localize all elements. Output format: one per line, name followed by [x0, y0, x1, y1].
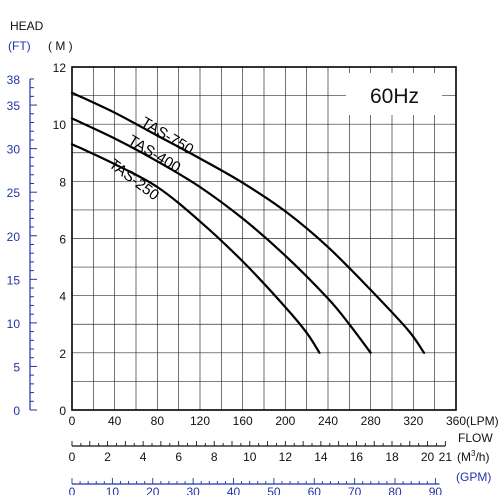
y-tick-label: 8: [59, 175, 66, 189]
curve-tas-750: [70, 91, 426, 354]
m3h-tick-label: 0: [69, 450, 76, 464]
x-tick-label: 0: [69, 414, 76, 428]
curve-tas-400: [70, 117, 372, 354]
ft-axis: 0 5 10 15 20 25 30 35 38: [7, 73, 37, 418]
ft-tick-label: 38: [7, 73, 21, 87]
ft-tick-label: 20: [7, 230, 21, 244]
gpm-tick-label: 60: [308, 485, 322, 495]
x-tick-label: 360: [446, 414, 466, 428]
gpm-tick-label: 50: [267, 485, 281, 495]
plot-frame: [71, 66, 457, 411]
x-tick-label: 160: [233, 414, 253, 428]
gpm-axis: 0 10 20 30 40 50 60 70 80 90: [69, 478, 443, 495]
ft-tick-label: 5: [13, 360, 20, 374]
x-tick-label: 120: [190, 414, 210, 428]
gpm-tick-label: 70: [348, 485, 362, 495]
x-tick-label: 40: [108, 414, 122, 428]
ft-tick-label: 0: [13, 404, 20, 418]
m3h-unit-label: (M3/h): [457, 449, 489, 464]
m3h-tick-label: 14: [314, 450, 328, 464]
m3h-tick-label: 10: [243, 450, 257, 464]
x-tick-label: 280: [361, 414, 381, 428]
x-tick-label: 320: [403, 414, 423, 428]
ft-tick-label: 35: [7, 99, 21, 113]
y-tick-label: 10: [53, 118, 67, 132]
gpm-tick-label: 80: [388, 485, 402, 495]
ft-unit-label: (FT): [8, 39, 31, 53]
x-tick-labels: 0 40 80 120 160 200 240 280 320 360: [69, 414, 467, 428]
gpm-unit-label: (GPM): [456, 470, 491, 484]
y-tick-labels: 0 2 4 6 8 10 12: [53, 61, 67, 418]
x-tick-label: 240: [318, 414, 338, 428]
y-tick-label: 6: [59, 233, 66, 247]
flow-label: FLOW: [458, 431, 493, 445]
gpm-tick-label: 10: [106, 485, 120, 495]
grid-lines: [71, 66, 457, 411]
m3h-tick-label: 21: [439, 450, 453, 464]
m3h-tick-label: 4: [140, 450, 147, 464]
m3h-tick-label: 12: [279, 450, 293, 464]
ft-tick-label: 15: [7, 273, 21, 287]
ft-tick-label: 10: [7, 317, 21, 331]
m3h-tick-label: 6: [175, 450, 182, 464]
m3h-tick-label: 8: [211, 450, 218, 464]
y-tick-label: 4: [59, 290, 66, 304]
curves: [70, 91, 426, 354]
gpm-tick-label: 30: [186, 485, 200, 495]
x-tick-label: 80: [151, 414, 165, 428]
gpm-tick-label: 20: [146, 485, 160, 495]
m-unit-label: ( M ): [48, 39, 73, 53]
x-tick-label: 200: [275, 414, 295, 428]
curve-tas-250: [70, 143, 321, 354]
lpm-unit-label: (LPM): [466, 414, 499, 428]
ft-tick-label: 25: [7, 186, 21, 200]
gpm-tick-label: 40: [227, 485, 241, 495]
m3h-tick-label: 16: [350, 450, 364, 464]
y-tick-label: 0: [59, 404, 66, 418]
y-tick-label: 12: [53, 61, 67, 75]
y-tick-label: 2: [59, 347, 66, 361]
gpm-tick-label: 90: [429, 485, 443, 495]
m3h-tick-label: 2: [104, 450, 111, 464]
frequency-box: [346, 73, 442, 115]
ft-tick-label: 30: [7, 143, 21, 157]
m3h-tick-label: 20: [421, 450, 435, 464]
m3h-tick-label: 18: [385, 450, 399, 464]
frequency-label: 60Hz: [370, 85, 419, 108]
head-label: HEAD: [10, 19, 44, 33]
gpm-tick-label: 0: [69, 485, 76, 495]
m3h-axis: 0 2 4 6 8 10 12 14 16 18 20 21: [69, 441, 453, 464]
